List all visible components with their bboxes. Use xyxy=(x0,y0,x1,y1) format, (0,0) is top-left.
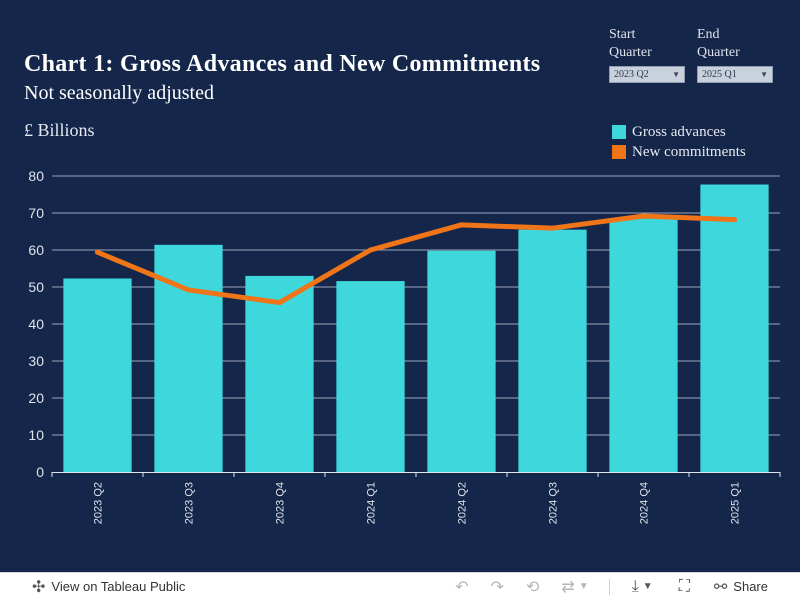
x-tick-label: 2024 Q1 xyxy=(366,482,378,524)
tableau-logo-icon: ✣ xyxy=(32,578,46,596)
x-tick-label: 2023 Q2 xyxy=(93,482,105,524)
line-point[interactable] xyxy=(732,217,737,223)
redo-icon[interactable]: ↷ xyxy=(490,578,504,596)
view-on-tableau-public-link[interactable]: ✣ View on Tableau Public xyxy=(32,577,185,597)
bar[interactable] xyxy=(518,229,587,472)
bar[interactable] xyxy=(63,278,132,472)
y-tick-label: 40 xyxy=(28,316,44,332)
y-tick-label: 80 xyxy=(28,168,44,184)
end-quarter-value: 2025 Q1 xyxy=(702,68,737,80)
legend: Gross advances New commitments xyxy=(612,122,746,162)
chart-title: Chart 1: Gross Advances and New Commitme… xyxy=(24,51,541,77)
x-tick-label: 2024 Q2 xyxy=(457,482,469,524)
x-tick-label: 2023 Q3 xyxy=(184,482,196,524)
x-tick-label: 2023 Q4 xyxy=(275,482,287,524)
end-quarter-filter: End Quarter 2025 Q1 ▼ xyxy=(697,26,777,83)
download-menu-chevron-icon[interactable]: ▼ xyxy=(642,581,653,592)
refresh-icon[interactable]: ⇄ xyxy=(561,578,575,596)
line-point[interactable] xyxy=(550,225,555,231)
end-quarter-label: End Quarter xyxy=(697,27,740,60)
chevron-down-icon: ▼ xyxy=(672,69,680,79)
bar-series-gross-advances xyxy=(63,184,769,472)
legend-label-gross-advances: Gross advances xyxy=(632,123,726,140)
tableau-toolbar: ✣ View on Tableau Public ↶ ↷ ⟲ ⇄ ▼ ⤓ ▼ ⛶… xyxy=(0,572,800,600)
undo-icon[interactable]: ↶ xyxy=(455,578,469,596)
y-tick-label: 50 xyxy=(28,279,44,295)
chart-canvas: 0 10 20 30 40 50 60 70 80 2023 Q2 2023 Q3 2023 Q4 20… xyxy=(28,168,781,524)
start-quarter-value: 2023 Q2 xyxy=(614,68,649,80)
legend-swatch-new-commitments xyxy=(612,145,626,159)
toolbar-divider xyxy=(608,578,610,595)
refresh-menu-chevron-icon[interactable]: ▼ xyxy=(578,581,589,592)
share-button[interactable]: ⚯ Share xyxy=(714,577,768,597)
start-quarter-label: Start Quarter xyxy=(609,27,652,60)
line-point[interactable] xyxy=(459,222,464,228)
line-point[interactable] xyxy=(641,213,646,219)
bar[interactable] xyxy=(427,250,496,472)
view-on-tableau-public-label: View on Tableau Public xyxy=(51,579,186,594)
revert-icon[interactable]: ⟲ xyxy=(525,578,540,596)
share-label: Share xyxy=(733,579,768,594)
start-quarter-filter: Start Quarter 2023 Q2 ▼ xyxy=(609,26,689,83)
y-tick-label: 60 xyxy=(28,242,44,258)
end-quarter-dropdown[interactable]: 2025 Q1 ▼ xyxy=(697,66,773,83)
y-axis-unit-label: £ Billions xyxy=(24,120,95,140)
tableau-viz: Chart 1: Gross Advances and New Commitme… xyxy=(24,26,781,525)
legend-label-new-commitments: New commitments xyxy=(632,143,746,160)
series-line[interactable] xyxy=(95,213,737,306)
chart-subtitle: Not seasonally adjusted xyxy=(24,82,214,104)
download-icon[interactable]: ⤓ xyxy=(631,577,639,595)
bar[interactable] xyxy=(609,218,678,472)
line-series-new-commitments xyxy=(95,213,737,306)
legend-swatch-gross-advances xyxy=(612,125,626,139)
legend-item-new-commitments[interactable]: New commitments xyxy=(612,142,746,162)
fullscreen-icon[interactable]: ⛶ xyxy=(678,577,690,595)
y-tick-label: 10 xyxy=(28,427,44,443)
line-point[interactable] xyxy=(368,247,373,253)
chevron-down-icon: ▼ xyxy=(760,69,768,79)
x-tick-label: 2024 Q3 xyxy=(548,482,560,524)
share-icon: ⚯ xyxy=(713,578,728,596)
y-tick-label: 20 xyxy=(28,390,44,406)
x-tick-label: 2025 Q1 xyxy=(730,482,742,524)
y-tick-label: 70 xyxy=(28,205,44,221)
x-tick-label: 2024 Q4 xyxy=(639,482,651,524)
bar[interactable] xyxy=(700,184,769,472)
axes: 0 10 20 30 40 50 60 70 80 2023 Q2 2023 Q3 2023 Q4 20… xyxy=(28,168,781,524)
bar[interactable] xyxy=(336,281,405,472)
bar[interactable] xyxy=(245,275,314,472)
y-tick-label: 30 xyxy=(28,353,44,369)
legend-item-gross-advances[interactable]: Gross advances xyxy=(612,122,746,142)
line-point[interactable] xyxy=(277,300,282,306)
start-quarter-dropdown[interactable]: 2023 Q2 ▼ xyxy=(609,66,685,83)
line-point[interactable] xyxy=(95,249,100,255)
y-tick-label: 0 xyxy=(36,464,44,480)
line-point[interactable] xyxy=(186,287,191,293)
